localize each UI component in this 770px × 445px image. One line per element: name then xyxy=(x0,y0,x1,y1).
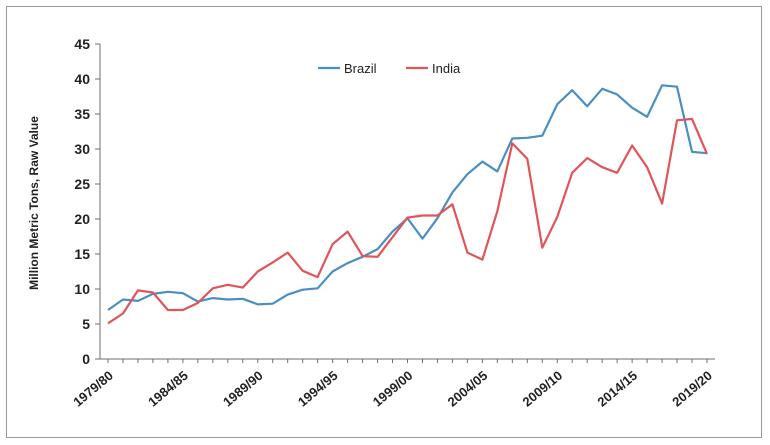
chart-frame xyxy=(6,6,762,438)
x-tick-label: 1994/95 xyxy=(295,368,341,410)
x-tick-label: 1984/85 xyxy=(145,368,191,410)
series-line-brazil xyxy=(107,84,708,311)
x-tick-label: 1989/90 xyxy=(220,368,266,410)
y-tick-label: 40 xyxy=(74,71,90,87)
y-tick-label: 20 xyxy=(74,211,90,227)
y-axis-label: Million Metric Tons, Raw Value xyxy=(27,116,41,290)
y-tick-label: 30 xyxy=(74,141,90,157)
y-tick-label: 25 xyxy=(74,176,90,192)
legend-label-brazil: Brazil xyxy=(344,61,377,76)
y-tick-label: 15 xyxy=(74,246,90,262)
legend-label-india: India xyxy=(432,61,461,76)
y-tick-label: 5 xyxy=(82,316,90,332)
x-tick-label: 2019/20 xyxy=(669,368,715,410)
x-tick-label: 1979/80 xyxy=(70,368,116,410)
y-tick-label: 10 xyxy=(74,281,90,297)
x-tick-label: 2004/05 xyxy=(445,368,491,410)
y-tick-label: 45 xyxy=(74,36,90,52)
y-tick-label: 0 xyxy=(82,351,90,367)
series-line-india xyxy=(107,117,709,325)
x-tick-label: 1999/00 xyxy=(370,368,416,410)
x-tick-label: 2014/15 xyxy=(594,368,640,410)
x-tick-label: 2009/10 xyxy=(520,368,566,410)
y-tick-label: 35 xyxy=(74,106,90,122)
